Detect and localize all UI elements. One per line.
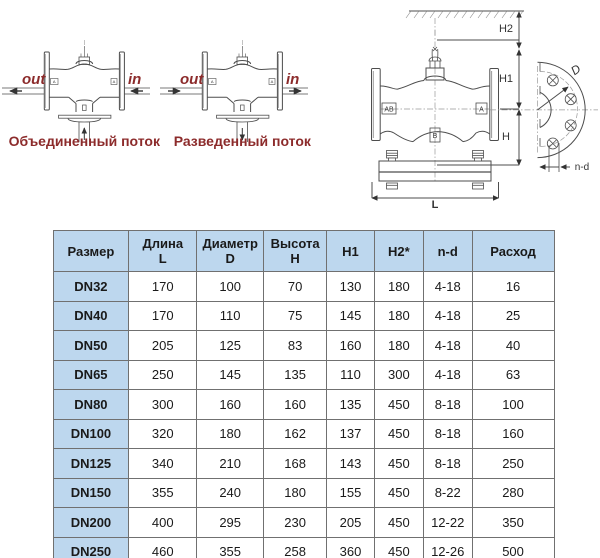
svg-text:out: out [180, 71, 204, 88]
svg-text:A: A [479, 107, 484, 114]
svg-text:L: L [432, 199, 439, 211]
svg-text:H1: H1 [499, 73, 513, 85]
svg-text:AB: AB [384, 107, 394, 114]
svg-text:n-d: n-d [575, 162, 589, 173]
svg-text:in: in [128, 71, 141, 88]
svg-text:Объединенный поток: Объединенный поток [9, 133, 161, 149]
svg-text:A: A [53, 79, 56, 84]
svg-text:A: A [113, 79, 116, 84]
svg-text:H: H [502, 131, 510, 143]
svg-text:in: in [286, 71, 299, 88]
svg-text:B: B [433, 133, 438, 140]
svg-text:out: out [22, 71, 46, 88]
svg-text:Разведенный поток: Разведенный поток [174, 133, 312, 149]
svg-text:H2: H2 [499, 23, 513, 35]
